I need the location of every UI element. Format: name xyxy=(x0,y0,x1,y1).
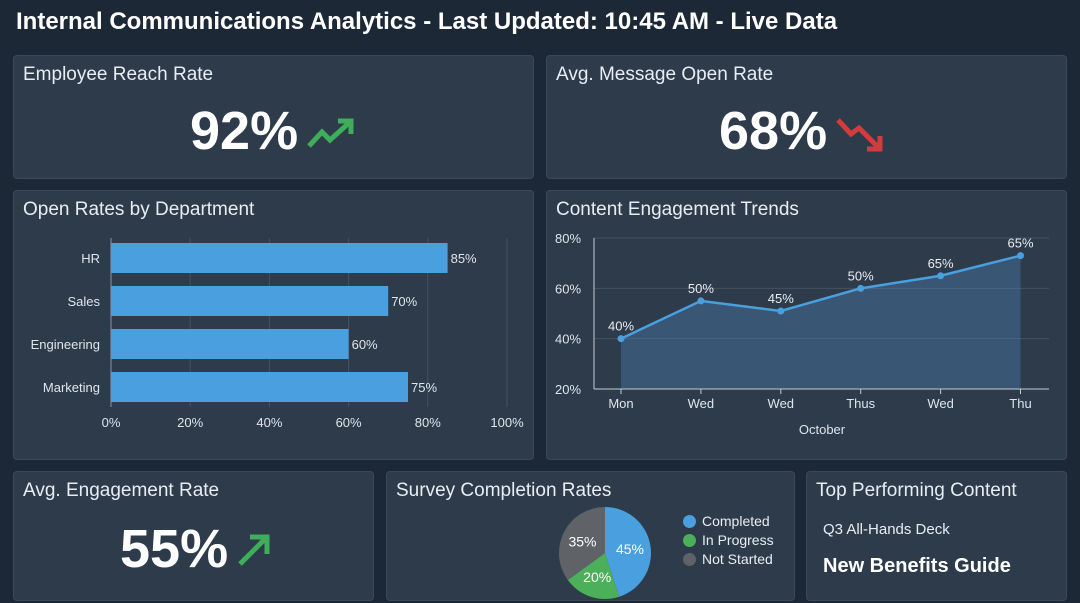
line-chart: 20% 40% 60% 80% 40% Mon 50% Wed 45% Wed 50% Thus 65%… xyxy=(555,231,1049,437)
pie-slice xyxy=(567,553,620,599)
kpi-value: 55% xyxy=(120,519,229,579)
bar xyxy=(111,286,389,316)
data-label: 65% xyxy=(1007,236,1033,251)
pie-slice xyxy=(559,507,605,581)
y-tick-label: Marketing xyxy=(43,380,100,395)
slice-label: 35% xyxy=(568,534,596,550)
kpi-employee-reach: Employee Reach Rate 92% xyxy=(13,55,534,179)
slice-label: 20% xyxy=(583,569,611,585)
legend-swatch xyxy=(683,515,696,528)
data-point xyxy=(857,284,865,292)
kpi-label: Avg. Message Open Rate xyxy=(556,64,774,85)
trend-up-icon xyxy=(238,534,270,566)
y-tick-label: 40% xyxy=(555,332,581,347)
kpi-value: 92% xyxy=(190,101,299,161)
slice-label: 45% xyxy=(616,541,644,557)
area-fill xyxy=(621,255,1021,389)
kpi-value: 68% xyxy=(719,101,828,161)
bar xyxy=(111,372,408,402)
y-tick-label: 80% xyxy=(555,231,581,246)
data-point xyxy=(777,307,785,315)
series-line xyxy=(620,254,1021,340)
bar xyxy=(111,243,448,273)
data-label: 60% xyxy=(352,337,378,352)
kpi-label: Employee Reach Rate xyxy=(23,64,214,85)
content-item[interactable]: New Benefits Guide xyxy=(823,555,1011,577)
data-label: 70% xyxy=(391,294,417,309)
x-axis-label: October xyxy=(799,422,846,437)
data-point xyxy=(937,272,945,280)
top-content-card: Top Performing Content Q3 All-Hands Deck… xyxy=(806,471,1067,601)
legend-label: Not Started xyxy=(702,551,773,567)
data-label: 45% xyxy=(768,291,794,306)
survey-completion-card: Survey Completion Rates 45% 20% 35% Comple… xyxy=(386,471,795,601)
content-item[interactable]: Q3 All-Hands Deck xyxy=(823,521,950,538)
x-tick-label: Thus xyxy=(846,396,875,411)
x-tick-label: 40% xyxy=(256,415,282,430)
y-tick-label: HR xyxy=(81,251,100,266)
data-label: 65% xyxy=(928,256,954,271)
bar xyxy=(111,329,349,359)
kpi-open-rate: Avg. Message Open Rate 68% xyxy=(546,55,1067,179)
data-label: 85% xyxy=(451,251,477,266)
data-point xyxy=(697,297,705,305)
pie-chart: 45% 20% 35% xyxy=(559,507,651,599)
legend-label: Completed xyxy=(702,513,770,529)
chart-legend: Completed In Progress Not Started xyxy=(683,512,774,569)
data-point xyxy=(617,335,625,343)
legend-swatch xyxy=(683,534,696,547)
x-tick-label: 100% xyxy=(490,415,524,430)
x-tick-label: 80% xyxy=(415,415,441,430)
x-tick-label: Wed xyxy=(927,396,954,411)
x-tick-label: Mon xyxy=(608,396,633,411)
chart-title: Survey Completion Rates xyxy=(396,480,612,501)
bar-chart: 0% 20% 40% 60% 80% 100% HR 85% Sales 70% Engineeri… xyxy=(31,238,524,430)
legend-swatch xyxy=(683,553,696,566)
x-tick-label: Thu xyxy=(1009,396,1031,411)
x-tick-label: Wed xyxy=(768,396,795,411)
kpi-label: Avg. Engagement Rate xyxy=(23,480,220,501)
trend-down-icon xyxy=(836,118,883,152)
content-engagement-trends-card: Content Engagement Trends 20% 40% 60% 80% 40… xyxy=(546,190,1067,460)
x-tick-label: Wed xyxy=(688,396,715,411)
data-point xyxy=(1017,252,1024,260)
y-tick-label: Sales xyxy=(67,294,100,309)
y-tick-label: 20% xyxy=(555,382,581,397)
pie-slice xyxy=(605,507,651,597)
y-tick-label: 60% xyxy=(555,281,581,296)
legend-label: In Progress xyxy=(702,532,774,548)
data-label: 75% xyxy=(411,380,437,395)
trend-up-icon xyxy=(307,118,354,148)
x-tick-label: 60% xyxy=(336,415,362,430)
x-tick-label: 0% xyxy=(102,415,121,430)
chart-title: Open Rates by Department xyxy=(23,199,255,220)
y-tick-label: Engineering xyxy=(31,337,100,352)
legend-item-not-started: Not Started xyxy=(683,550,774,569)
chart-title: Content Engagement Trends xyxy=(556,199,799,220)
data-label: 50% xyxy=(688,281,714,296)
legend-item-completed: Completed xyxy=(683,512,774,531)
data-label: 40% xyxy=(608,319,634,334)
open-rates-by-department-card: Open Rates by Department 0% 20% 40% 60% 80% 1… xyxy=(13,190,534,460)
kpi-engagement-rate: Avg. Engagement Rate 55% xyxy=(13,471,374,601)
card-title: Top Performing Content xyxy=(816,480,1017,501)
legend-item-in-progress: In Progress xyxy=(683,531,774,550)
data-label: 50% xyxy=(848,268,874,283)
x-tick-label: 20% xyxy=(177,415,203,430)
page-title: Internal Communications Analytics - Last… xyxy=(16,8,838,35)
